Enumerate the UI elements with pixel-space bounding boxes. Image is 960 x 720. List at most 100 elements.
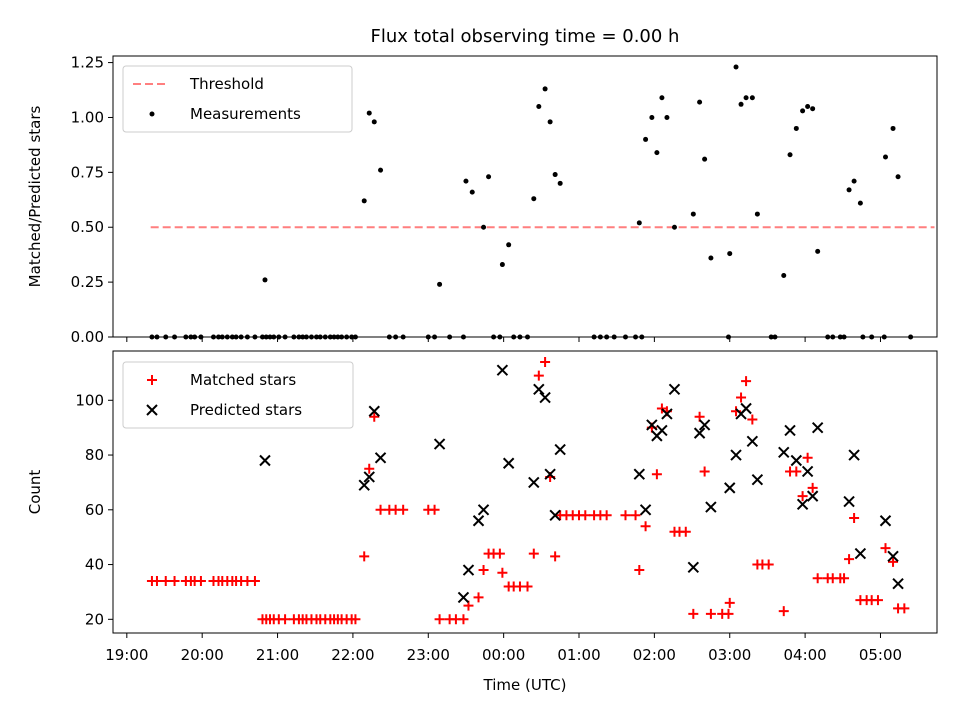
data-point (393, 334, 399, 340)
y-tick-label: 0.75 (71, 163, 104, 181)
data-point (486, 174, 492, 180)
x-tick-label: 04:00 (783, 646, 826, 664)
data-point (533, 370, 544, 381)
data-point (656, 424, 668, 437)
data-point (793, 125, 799, 131)
data-point (693, 427, 706, 439)
data-point (611, 334, 617, 340)
data-point (768, 334, 774, 340)
data-point (313, 334, 319, 340)
plot-frame (112, 55, 938, 338)
data-point (434, 614, 445, 625)
data-point (810, 106, 816, 112)
data-point (705, 501, 717, 513)
data-point (698, 419, 711, 431)
data-point (259, 334, 265, 340)
data-point (839, 573, 850, 584)
data-point (733, 64, 739, 70)
data-point (881, 334, 887, 340)
data-point (462, 564, 475, 576)
data-point (857, 200, 863, 206)
data-point (869, 334, 875, 340)
data-point (374, 452, 387, 464)
data-point (846, 187, 852, 193)
data-point (188, 334, 194, 340)
data-point (741, 376, 752, 387)
data-point (457, 591, 470, 604)
data-point (472, 515, 485, 527)
legend-label: Matched stars (190, 371, 296, 389)
data-point (437, 281, 443, 287)
data-point (433, 438, 446, 450)
data-point (802, 452, 813, 463)
count-panel: 20 40 60 80 100 19:00 20:00 21:00 22:00 23:00 00:0… (26, 350, 938, 664)
data-point (533, 383, 545, 396)
data-point (643, 136, 649, 142)
data-point (872, 595, 883, 606)
data-point (371, 119, 377, 125)
data-point (843, 495, 855, 508)
data-point (656, 403, 667, 414)
legend-swatch (146, 404, 158, 416)
data-point (432, 334, 438, 340)
data-point (425, 334, 431, 340)
legend-label: Predicted stars (190, 401, 302, 419)
data-point (525, 334, 531, 340)
data-point (517, 334, 523, 340)
data-point (591, 334, 597, 340)
y-tick-label: 0.50 (71, 218, 104, 236)
data-point (151, 575, 162, 586)
data-point (262, 277, 268, 283)
legend-label: Threshold (189, 75, 264, 93)
data-point (549, 509, 561, 521)
data-point (899, 603, 910, 614)
data-point (640, 521, 651, 532)
data-point (687, 561, 700, 573)
data-point (646, 419, 658, 431)
data-point (291, 334, 297, 340)
data-point (747, 414, 758, 425)
data-point (536, 103, 542, 109)
data-point (636, 220, 642, 226)
data-point (350, 614, 361, 625)
data-point (639, 334, 645, 340)
data-point (749, 95, 755, 101)
data-point (249, 575, 260, 586)
data-point (528, 548, 539, 559)
data-point (229, 334, 235, 340)
data-point (317, 334, 323, 340)
data-point (352, 334, 358, 340)
data-point (604, 334, 610, 340)
data-point (369, 411, 380, 422)
data-point (811, 421, 824, 434)
y-axis-label: Count (26, 470, 44, 515)
y-tick-label: 100 (75, 391, 104, 409)
data-point (233, 334, 239, 340)
ratio-panel: 0.00 0.25 0.50 0.75 1.00 1.25 Matched/Predicte… (26, 54, 938, 346)
data-point (528, 476, 540, 489)
data-point (844, 554, 855, 565)
data-point (344, 334, 350, 340)
data-point (807, 482, 818, 493)
data-point (300, 334, 306, 340)
data-point (210, 334, 216, 340)
data-point (622, 334, 628, 340)
x-tick-label: 20:00 (181, 646, 224, 664)
data-point (743, 95, 749, 101)
data-point (651, 469, 662, 480)
data-point (477, 504, 490, 516)
y-tick-label: 20 (85, 610, 104, 628)
data-point (841, 334, 847, 340)
data-point (908, 334, 914, 340)
legend-label: Measurements (190, 105, 301, 123)
data-point (494, 548, 505, 559)
data-point (815, 248, 821, 254)
data-point (738, 101, 744, 107)
x-tick-label: 00:00 (482, 646, 525, 664)
data-point (806, 490, 819, 502)
data-point (447, 334, 453, 340)
data-point (688, 608, 699, 619)
data-point (705, 608, 716, 619)
data-point (830, 334, 836, 340)
data-point (736, 392, 747, 403)
